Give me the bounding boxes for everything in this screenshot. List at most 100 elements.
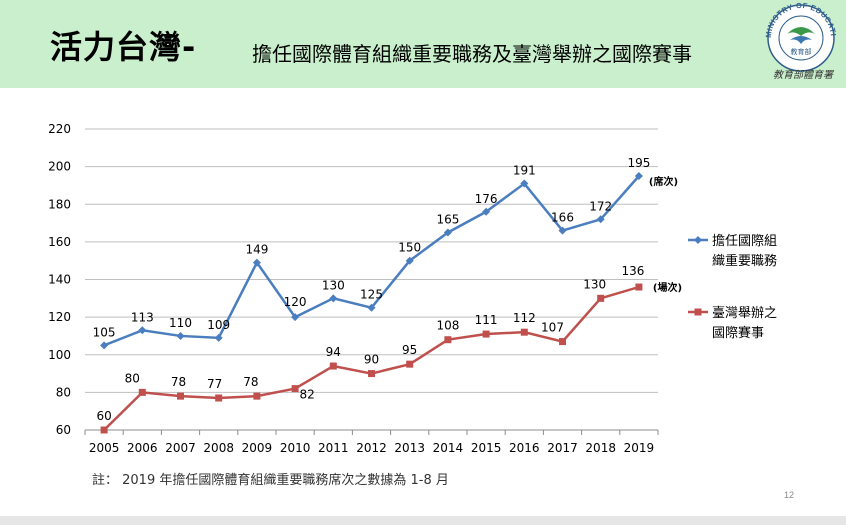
data-label: 78 [171,375,186,389]
data-label: 111 [475,313,498,327]
data-label: 94 [326,345,341,359]
x-tick-label: 2009 [242,441,273,455]
data-point [291,385,299,393]
x-tick-label: 2010 [280,441,311,455]
grid-lines [85,128,658,431]
footnote: 註： 2019 年擔任國際體育組織重要職務席次之數據為 1-8 月 [92,473,449,488]
x-tick-label: 2014 [433,441,464,455]
y-tick-label: 120 [48,310,71,324]
legend-label: 擔任國際組織重要職務 [712,234,777,269]
data-point [177,392,184,400]
legend-item-2: 臺灣舉辦之國際賽事 [688,305,777,341]
x-tick-label: 2018 [585,441,616,455]
data-point [291,313,300,322]
x-tick-label: 2011 [318,441,349,455]
data-point [329,294,338,303]
data-label: 110 [169,316,192,330]
x-tick-label: 2016 [509,441,540,455]
ministry-logo: MINISTRY OF EDUCATION 教育部 [757,0,842,84]
data-label: 166 [551,211,574,225]
series-layer [100,172,643,434]
axes: 60 80 100 120 140 160 180 200 220 2005 2006 2007 200… [48,122,659,455]
y-tick-label: 80 [56,385,71,399]
seal-inner-text: 教育部 [791,47,812,56]
logo-caption: 教育部體育署 [773,70,833,81]
data-label: 90 [364,353,379,367]
x-tick-label: 2006 [127,441,158,455]
data-label: 176 [475,192,498,206]
data-label: 60 [96,409,111,423]
data-point [635,283,643,291]
y-tick-label: 220 [48,122,71,136]
x-tick-label: 2015 [471,441,502,455]
data-label: 195 [627,156,650,170]
page-subtitle: 擔任國際體育組織重要職務及臺灣舉辦之國際賽事 [252,42,692,66]
data-label: 125 [360,288,383,302]
data-label: 149 [245,243,268,257]
x-tick-label: 2005 [89,441,120,455]
series-2 [100,283,643,434]
data-point [558,226,567,235]
x-tick-label: 2007 [165,441,196,455]
series-unit-annotation: (場次) [653,281,682,294]
data-label: 82 [299,388,314,402]
data-label: 112 [513,311,536,325]
data-point [520,328,528,336]
data-point [138,388,146,396]
data-label: 77 [207,377,222,391]
series-unit-annotation: (席次) [649,175,678,188]
data-label: 172 [589,199,612,213]
data-label: 107 [541,321,564,335]
legend-marker [694,236,702,244]
data-point [443,228,452,237]
data-point [100,426,108,434]
data-point [329,362,337,370]
data-point [138,326,147,335]
data-label: 109 [207,318,230,332]
y-tick-label: 60 [56,423,71,437]
data-label: 80 [125,371,140,385]
y-tick-label: 140 [48,273,71,287]
data-point [252,258,261,267]
data-point [406,360,414,368]
data-point [100,341,109,350]
line-chart: 60 80 100 120 140 160 180 200 220 2005 2006 2007 200… [48,122,777,455]
data-point [368,370,375,378]
y-tick-label: 200 [48,160,71,174]
x-tick-label: 2017 [547,441,578,455]
data-label: 165 [436,212,459,226]
legend-marker [694,308,702,316]
page-title: 活力台灣- [50,28,197,66]
legend-label: 臺灣舉辦之國際賽事 [712,305,777,341]
data-point [215,394,223,402]
title-banner: 活力台灣- 擔任國際體育組織重要職務及臺灣舉辦之國際賽事 MINISTRY OF… [0,0,846,88]
y-tick-label: 160 [48,235,71,249]
data-label: 95 [402,343,417,357]
data-point [520,179,529,188]
data-point [176,331,185,340]
data-point [367,303,376,312]
data-labels: 105 113 110 109 149 120 130 125 150 165 176 191 166 1… [93,156,682,423]
page-number: 12 [784,490,795,500]
data-label: 150 [398,241,421,255]
data-point [482,207,491,216]
data-label: 78 [243,375,258,389]
data-label: 130 [322,278,345,292]
x-tick-label: 2008 [203,441,234,455]
slide-bottom-bar [0,516,846,525]
data-label: 108 [436,319,459,333]
data-point [214,333,223,342]
ministry-seal-icon: MINISTRY OF EDUCATION 教育部 [757,0,837,72]
data-point [253,392,261,400]
x-tick-label: 2019 [624,441,655,455]
data-point [405,256,414,265]
x-tick-label: 2013 [394,441,425,455]
data-label: 105 [93,325,116,339]
data-label: 113 [131,310,154,324]
data-point [596,215,605,224]
legend-item-1: 擔任國際組織重要職務 [688,234,777,269]
series-1 [100,172,643,350]
data-point [634,172,643,181]
data-point [559,338,566,346]
